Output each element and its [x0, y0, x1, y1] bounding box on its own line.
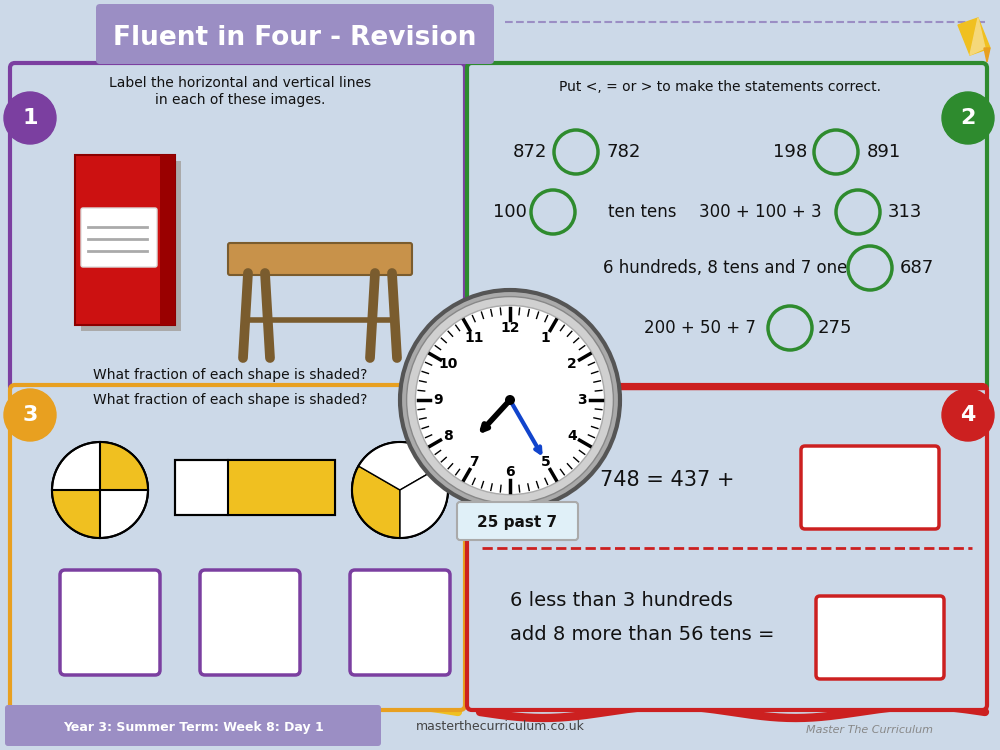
- Circle shape: [4, 389, 56, 441]
- Text: 25 past 7: 25 past 7: [477, 514, 557, 529]
- FancyBboxPatch shape: [228, 243, 412, 275]
- FancyBboxPatch shape: [10, 63, 465, 391]
- Text: 2: 2: [960, 108, 976, 128]
- Text: ten tens: ten tens: [608, 203, 676, 221]
- Circle shape: [352, 442, 448, 538]
- Text: Label the horizontal and vertical lines: Label the horizontal and vertical lines: [109, 76, 371, 90]
- Text: 313: 313: [888, 203, 922, 221]
- Text: 8: 8: [443, 429, 453, 442]
- FancyBboxPatch shape: [350, 570, 450, 675]
- Circle shape: [848, 246, 892, 290]
- Text: 6 hundreds, 8 tens and 7 ones: 6 hundreds, 8 tens and 7 ones: [603, 259, 857, 277]
- Text: What fraction of each shape is shaded?: What fraction of each shape is shaded?: [93, 368, 367, 382]
- FancyBboxPatch shape: [457, 502, 578, 540]
- Text: Put <, = or > to make the statements correct.: Put <, = or > to make the statements cor…: [559, 80, 881, 94]
- Polygon shape: [984, 48, 990, 62]
- Text: 2: 2: [567, 357, 577, 371]
- Circle shape: [554, 130, 598, 174]
- Text: 1: 1: [541, 331, 551, 345]
- Text: 6: 6: [505, 464, 515, 478]
- Circle shape: [768, 306, 812, 350]
- Text: 300 + 100 + 3: 300 + 100 + 3: [699, 203, 821, 221]
- Text: 5: 5: [541, 455, 551, 469]
- Text: 200 + 50 + 7: 200 + 50 + 7: [644, 319, 756, 337]
- Bar: [175, 460, 335, 515]
- Text: What fraction of each shape is shaded?: What fraction of each shape is shaded?: [93, 393, 367, 407]
- Text: 275: 275: [818, 319, 852, 337]
- Text: 198: 198: [773, 143, 807, 161]
- Circle shape: [836, 190, 880, 234]
- Text: 687: 687: [900, 259, 934, 277]
- Text: 11: 11: [464, 331, 484, 345]
- Text: Year 3: Summer Term: Week 8: Day 1: Year 3: Summer Term: Week 8: Day 1: [63, 721, 323, 734]
- Bar: [228, 460, 335, 515]
- Polygon shape: [970, 18, 985, 55]
- Text: 872: 872: [513, 143, 547, 161]
- Bar: [175, 460, 335, 515]
- Text: 10: 10: [438, 357, 458, 371]
- Text: 4: 4: [960, 405, 976, 425]
- Text: 12: 12: [500, 322, 520, 335]
- Text: 100: 100: [493, 203, 527, 221]
- Text: 7: 7: [469, 455, 479, 469]
- Text: 748 = 437 +: 748 = 437 +: [600, 470, 734, 490]
- Wedge shape: [358, 442, 442, 490]
- Text: masterthecurriculum.co.uk: masterthecurriculum.co.uk: [416, 721, 584, 734]
- Circle shape: [400, 290, 620, 510]
- FancyBboxPatch shape: [5, 705, 381, 746]
- FancyBboxPatch shape: [801, 446, 939, 529]
- Text: 6 less than 3 hundreds: 6 less than 3 hundreds: [510, 590, 733, 610]
- FancyBboxPatch shape: [60, 570, 160, 675]
- Polygon shape: [958, 18, 990, 55]
- FancyBboxPatch shape: [96, 4, 494, 64]
- FancyBboxPatch shape: [200, 570, 300, 675]
- Circle shape: [531, 190, 575, 234]
- Text: Master The Curriculum: Master The Curriculum: [806, 725, 934, 735]
- Circle shape: [4, 92, 56, 144]
- Wedge shape: [400, 466, 448, 538]
- FancyBboxPatch shape: [467, 385, 987, 710]
- Circle shape: [415, 305, 605, 494]
- Wedge shape: [100, 442, 148, 490]
- Circle shape: [942, 389, 994, 441]
- Circle shape: [505, 395, 515, 405]
- Bar: [81, 161, 181, 331]
- Circle shape: [407, 296, 613, 503]
- Circle shape: [814, 130, 858, 174]
- Text: 3: 3: [577, 393, 586, 407]
- Circle shape: [52, 442, 148, 538]
- Text: 1: 1: [22, 108, 38, 128]
- Text: in each of these images.: in each of these images.: [155, 93, 325, 107]
- Wedge shape: [52, 490, 100, 538]
- FancyBboxPatch shape: [816, 596, 944, 679]
- FancyBboxPatch shape: [10, 385, 465, 710]
- Text: 3: 3: [22, 405, 38, 425]
- FancyBboxPatch shape: [81, 208, 157, 267]
- Text: 782: 782: [607, 143, 641, 161]
- Wedge shape: [352, 466, 400, 538]
- Bar: [75, 155, 175, 325]
- Circle shape: [942, 92, 994, 144]
- Bar: [160, 155, 175, 325]
- FancyBboxPatch shape: [467, 63, 987, 391]
- Text: 891: 891: [867, 143, 901, 161]
- Text: Fluent in Four - Revision: Fluent in Four - Revision: [113, 25, 477, 51]
- Text: 9: 9: [434, 393, 443, 407]
- Text: add 8 more than 56 tens =: add 8 more than 56 tens =: [510, 626, 774, 644]
- Text: 4: 4: [567, 429, 577, 442]
